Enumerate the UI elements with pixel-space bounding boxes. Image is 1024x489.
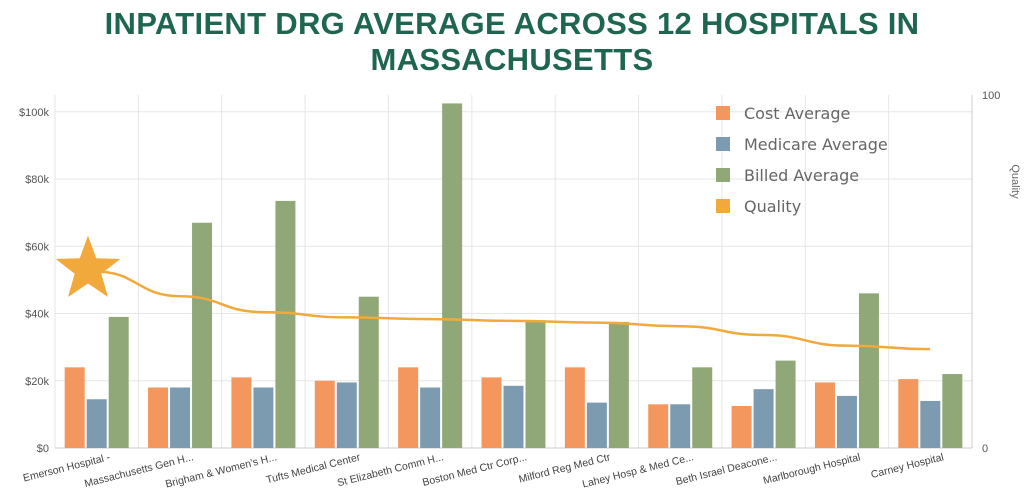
bar-medicare-average <box>336 382 357 448</box>
y-tick-label-left: $100k <box>19 107 49 119</box>
y-tick-label-left: $80k <box>25 174 49 186</box>
bar-cost-average <box>231 377 252 448</box>
y-tick-label-left: $60k <box>25 241 49 253</box>
bar-medicare-average <box>170 387 191 448</box>
bar-billed-average <box>525 320 546 448</box>
star-marker-group <box>55 235 121 297</box>
bar-medicare-average <box>503 385 524 448</box>
bar-cost-average <box>148 387 169 448</box>
star-marker <box>55 235 121 297</box>
bar-cost-average <box>398 367 419 448</box>
x-category-label: Carney Hospital <box>870 451 945 481</box>
bar-billed-average <box>442 103 463 449</box>
bar-billed-average <box>358 296 379 448</box>
bar-medicare-average <box>586 402 607 448</box>
bar-cost-average <box>814 382 835 448</box>
bar-billed-average <box>108 316 129 448</box>
legend-label: Billed Average <box>744 166 859 185</box>
bar-medicare-average <box>86 399 107 448</box>
chart-title: INPATIENT DRG AVERAGE ACROSS 12 HOSPITAL… <box>104 6 920 77</box>
bar-cost-average <box>314 380 335 448</box>
y-tick-label-right: 0 <box>982 443 988 455</box>
legend-swatch <box>716 106 730 120</box>
bar-billed-average <box>692 367 713 448</box>
legend-label: Quality <box>744 197 801 216</box>
quality-line-group <box>94 270 931 351</box>
bar-billed-average <box>942 374 963 448</box>
bar-medicare-average <box>420 387 441 448</box>
legend-swatch <box>716 168 730 182</box>
y-tick-label-left: $20k <box>25 376 49 388</box>
bar-billed-average <box>608 321 629 448</box>
legend-label: Medicare Average <box>744 135 888 154</box>
bar-billed-average <box>858 293 879 448</box>
x-category-label: Marlborough Hospital <box>762 451 862 487</box>
bar-billed-average <box>192 222 213 448</box>
quality-line <box>94 270 931 351</box>
y-tick-label-left: $40k <box>25 309 49 321</box>
grid-lines <box>54 95 973 449</box>
bar-medicare-average <box>753 389 774 448</box>
y-tick-label-right: 100 <box>982 90 1000 102</box>
bar-cost-average <box>648 404 669 448</box>
bar-cost-average <box>898 379 919 448</box>
bar-billed-average <box>775 360 796 448</box>
bar-medicare-average <box>836 395 857 448</box>
bar-cost-average <box>731 405 752 448</box>
bar-cost-average <box>64 367 85 448</box>
bar-cost-average <box>564 367 585 448</box>
y-axis-title-right: Quality <box>1009 164 1021 199</box>
legend-swatch <box>716 137 730 151</box>
legend-swatch <box>716 199 730 213</box>
bar-medicare-average <box>670 404 691 448</box>
bar-billed-average <box>275 200 296 448</box>
bar-cost-average <box>481 377 502 448</box>
bar-medicare-average <box>253 387 274 448</box>
bar-medicare-average <box>920 400 941 448</box>
bars <box>64 103 963 449</box>
y-tick-label-left: $0 <box>37 443 49 455</box>
legend-label: Cost Average <box>744 104 850 123</box>
legend: Cost Average Medicare Average Billed Avera… <box>716 104 888 216</box>
